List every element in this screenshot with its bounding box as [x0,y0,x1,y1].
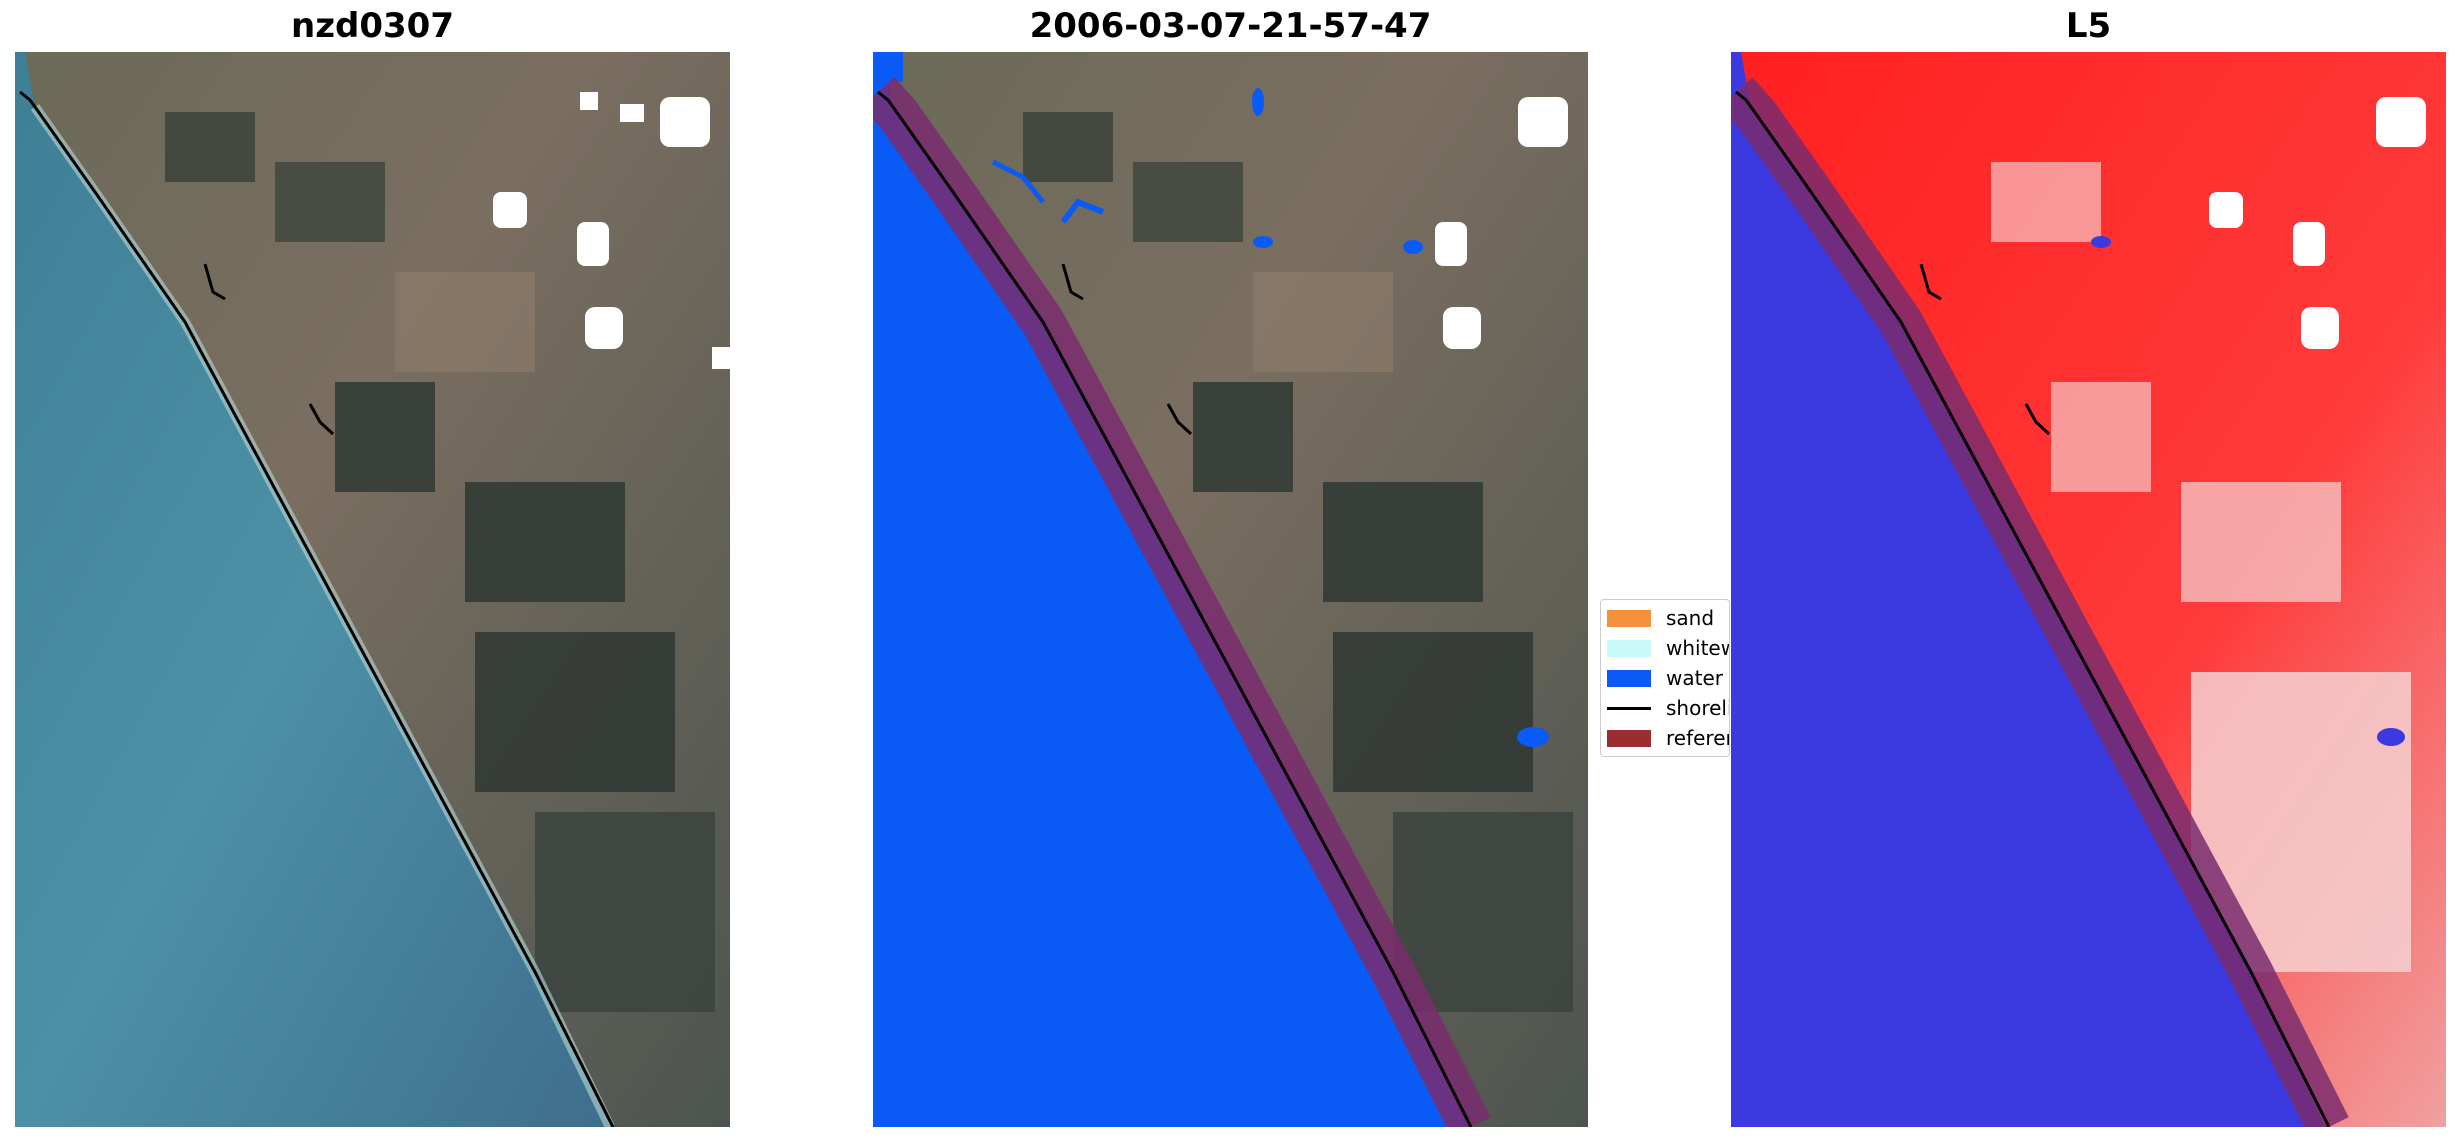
inland-water [1060,198,1105,224]
shoreline-fragment [1061,263,1084,301]
field-patch [1133,162,1243,242]
field-patch [535,812,715,1012]
inland-water [1253,236,1273,248]
panel-title-rgb: nzd0307 [291,6,454,46]
shoreline-line [19,90,615,1127]
legend-item-sand: sand [1607,606,1714,630]
field-patch [395,272,535,372]
sand-swatch [1607,609,1651,627]
inland-water [2377,728,2405,746]
field-patch [1193,382,1293,492]
legend-item-water: water [1607,666,1723,690]
legend-item-shoreline: shoreline [1607,696,1729,720]
field-patch [475,632,675,792]
shoreline-fragment [1166,403,1193,436]
inland-water [1517,727,1549,747]
field-patch [275,162,385,242]
water-swatch [1607,669,1651,687]
field-patch [465,482,625,602]
reference-swatch [1607,729,1651,747]
shoreline-fragment [1919,263,1942,301]
cloud-patch [577,222,609,266]
cloud-patch [1518,97,1568,147]
whitewater-swatch [1607,639,1651,657]
cloud-patch [2376,97,2426,147]
panel-title-classified: 2006-03-07-21-57-47 [1029,6,1432,46]
inland-water [2091,236,2111,248]
field-patch [1253,272,1393,372]
inland-water [873,52,903,82]
legend-label-sand: sand [1666,606,1715,630]
rgb-image-panel [15,52,730,1127]
legend-item-reference: reference shoreline buffer [1607,726,1729,750]
classified-image-panel [873,52,1588,1127]
shoreline-fragment [2024,403,2051,436]
cloud-patch [580,92,598,110]
field-patch [1991,162,2101,242]
cloud-patch [620,104,644,122]
field-patch [2181,482,2341,602]
cloud-patch [585,307,623,349]
shoreline-line [877,90,1473,1127]
legend-label-reference: reference shoreline buffer [1666,726,1729,750]
inland-water [1403,240,1423,254]
legend-label-shoreline: shoreline [1666,696,1729,720]
cloud-patch [712,347,730,369]
field-patch [165,112,255,182]
field-patch [1333,632,1533,792]
cloud-patch [2293,222,2325,266]
field-patch [2051,382,2151,492]
cloud-patch [2301,307,2339,349]
cloud-patch [1443,307,1481,349]
panel-title-index: L5 [2065,6,2112,46]
field-patch [1393,812,1573,1012]
legend-label-water: water [1666,666,1723,690]
cloud-patch [493,192,527,228]
field-patch [1323,482,1483,602]
shoreline-fragment [308,403,335,436]
inland-water [991,159,1045,204]
shoreline-fragment [203,263,226,301]
inland-water [1252,88,1264,116]
ocean [15,52,610,1127]
shoreline-swatch [1607,700,1651,717]
cloud-patch [1435,222,1467,266]
index-image-panel [1731,52,2446,1127]
cloud-patch [2209,192,2243,228]
field-patch [335,382,435,492]
shoreline-line [1735,90,2331,1127]
field-patch [1023,112,1113,182]
cloud-patch [660,97,710,147]
